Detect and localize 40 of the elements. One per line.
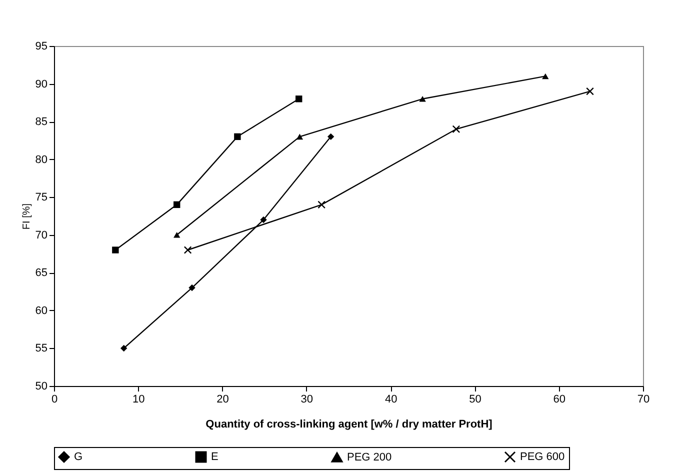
y-tick-label: 80	[35, 154, 48, 166]
x-axis-title: Quantity of cross-linking agent [w% / dry matter ProtH]	[206, 418, 493, 430]
y-tick-label: 90	[35, 78, 48, 90]
y-tick-label: 85	[35, 116, 48, 128]
legend-label: E	[211, 451, 218, 463]
point	[542, 73, 549, 80]
y-axis-title: FI [%]	[21, 203, 32, 230]
x-tick-label: 20	[216, 394, 229, 406]
x-tick-label: 50	[469, 394, 482, 406]
y-tick-label: 60	[35, 304, 48, 317]
point	[112, 246, 119, 254]
point	[296, 134, 304, 140]
y-tick-label: 70	[35, 229, 48, 242]
point	[452, 125, 460, 134]
legend-label: PEG 600	[520, 451, 565, 463]
y-tick-label: 65	[35, 267, 48, 280]
point	[586, 87, 594, 96]
point	[327, 133, 334, 140]
point	[188, 284, 196, 292]
x-tick-label: 30	[300, 394, 314, 406]
point	[120, 344, 128, 352]
x-tick-label: 40	[384, 394, 398, 406]
x-tick-label: 0	[51, 394, 58, 406]
point	[173, 232, 180, 238]
point	[260, 216, 267, 224]
y-tick-label: 95	[35, 40, 48, 52]
point	[173, 201, 180, 208]
point	[318, 200, 326, 209]
legend-label: G	[74, 451, 83, 463]
x-tick-label: 60	[553, 394, 566, 406]
point	[419, 96, 426, 102]
x-tick-label: 10	[132, 394, 145, 406]
point	[234, 133, 241, 140]
y-tick-label: 55	[35, 342, 48, 355]
y-tick-label: 50	[35, 380, 48, 392]
legend-label: PEG 200	[347, 451, 392, 464]
point	[296, 96, 302, 102]
y-tick-label: 75	[35, 192, 48, 204]
x-tick-label: 70	[637, 394, 650, 406]
point	[184, 246, 192, 254]
